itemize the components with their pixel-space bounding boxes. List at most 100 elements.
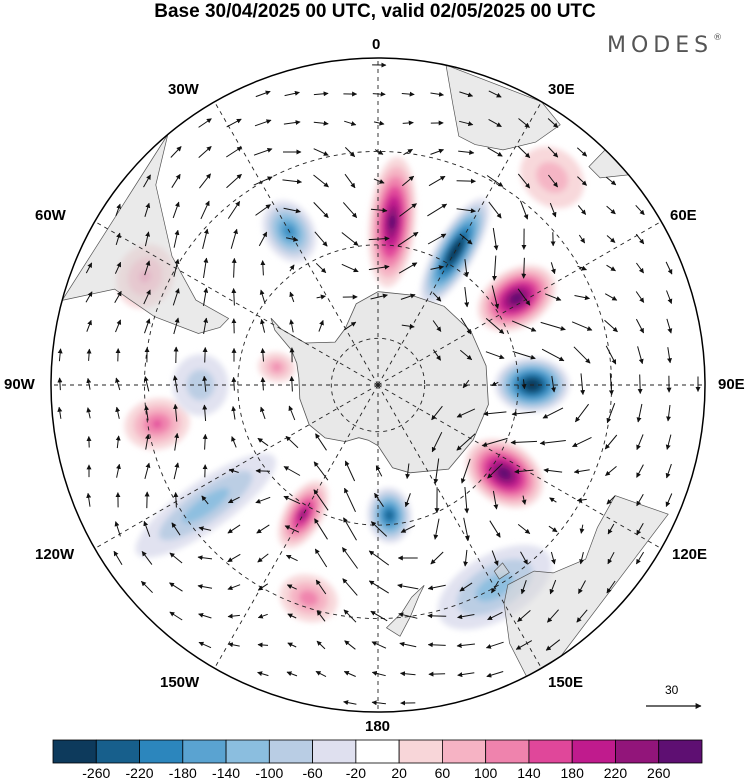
wind-vector (343, 517, 357, 541)
wind-vector (287, 613, 297, 619)
wind-vector (144, 231, 151, 247)
wind-vector (485, 641, 504, 649)
wind-vector (521, 495, 527, 505)
map-border (50, 57, 706, 713)
wind-vector (344, 120, 357, 126)
wind-vector (144, 260, 151, 276)
wind-vector (113, 550, 123, 566)
wind-vector (114, 290, 122, 303)
wind-vector (433, 458, 440, 484)
wind-vector (260, 377, 266, 391)
colorbar-swatch (225, 739, 270, 764)
wind-vector (545, 639, 561, 651)
wind-vector (343, 321, 357, 331)
brand-name: MODES (607, 33, 714, 58)
wind-vector (398, 612, 418, 619)
wind-vector (400, 671, 416, 677)
wind-vector (173, 403, 179, 422)
wind-vector (606, 205, 616, 215)
wind-vector (313, 174, 329, 188)
wind-vector (433, 518, 440, 540)
wind-vector (171, 522, 181, 536)
wind-vector (285, 236, 299, 242)
wind-vector (512, 351, 536, 360)
wind-vector (491, 580, 499, 594)
colorbar-tick-label: 220 (603, 765, 628, 781)
wind-vector (487, 611, 503, 621)
wind-vector (371, 641, 387, 649)
wind-vector (486, 175, 504, 187)
wind-vector (456, 208, 476, 214)
colorbar-swatch (528, 739, 573, 764)
wind-vector (226, 146, 243, 158)
wind-vector (488, 118, 502, 128)
wind-vector (368, 550, 390, 566)
wind-vector (255, 496, 271, 504)
wind-vector (547, 609, 559, 623)
wind-vector (517, 288, 531, 306)
wind-vector (316, 640, 326, 650)
wind-vector (517, 524, 531, 534)
wind-vector (517, 173, 531, 189)
wind-vector (483, 411, 507, 417)
colorbar-tick-label: -20 (345, 765, 366, 781)
wind-vector (144, 202, 151, 217)
wind-vector (579, 524, 585, 534)
wind-vector (580, 373, 586, 396)
wind-vector (576, 609, 588, 623)
graticule (51, 58, 705, 712)
wind-vector (258, 231, 268, 247)
wind-vector (459, 91, 474, 98)
wind-vector (488, 201, 502, 219)
colorbar-tick-label: -260 (82, 765, 111, 781)
wind-vector (257, 613, 268, 619)
wind-vector (342, 578, 358, 596)
wind-vector (318, 319, 324, 332)
wind-vector (577, 265, 587, 271)
wind-vector (257, 671, 269, 677)
wind-vector (143, 174, 151, 188)
wind-vector (430, 148, 444, 155)
anomaly-center (124, 398, 190, 450)
wind-vector (141, 580, 153, 594)
anomaly-center (477, 265, 556, 332)
wind-vector (370, 207, 388, 213)
wind-vector (374, 149, 384, 155)
wind-vector (341, 232, 359, 246)
wind-vector (487, 463, 503, 479)
wind-vector (485, 318, 505, 334)
wind-vector (462, 379, 470, 389)
wind-vector (285, 435, 299, 449)
wind-vector (604, 293, 618, 301)
wind-vector (400, 293, 416, 300)
wind-vector (547, 118, 559, 128)
wind-vector (285, 554, 298, 562)
wind-vector (255, 204, 271, 216)
wind-vector (198, 146, 212, 158)
wind-vector (573, 346, 591, 364)
wind-vector (608, 373, 614, 396)
wind-vector (427, 613, 447, 619)
colorbar-swatch (312, 739, 357, 764)
wind-vector (343, 700, 357, 706)
wind-vector (231, 288, 237, 306)
wind-vector (289, 376, 295, 392)
wind-vector (579, 551, 585, 565)
wind-vector (482, 437, 508, 447)
colorbar-swatch (268, 739, 313, 764)
wind-vector (368, 264, 390, 271)
wind-vector (260, 406, 266, 420)
lon-label-30w: 30W (168, 81, 199, 98)
wind-vector (57, 406, 63, 419)
wind-vector (85, 262, 93, 274)
wind-vector (172, 288, 180, 306)
wind-vector (202, 433, 208, 450)
wind-vector (427, 584, 446, 591)
wind-vector (202, 228, 209, 250)
wind-vector (315, 262, 327, 274)
wind-vector (405, 463, 411, 479)
wind-vector (459, 120, 474, 127)
wind-vector (491, 285, 500, 309)
wind-vector (170, 146, 182, 158)
wind-vector (197, 584, 213, 589)
